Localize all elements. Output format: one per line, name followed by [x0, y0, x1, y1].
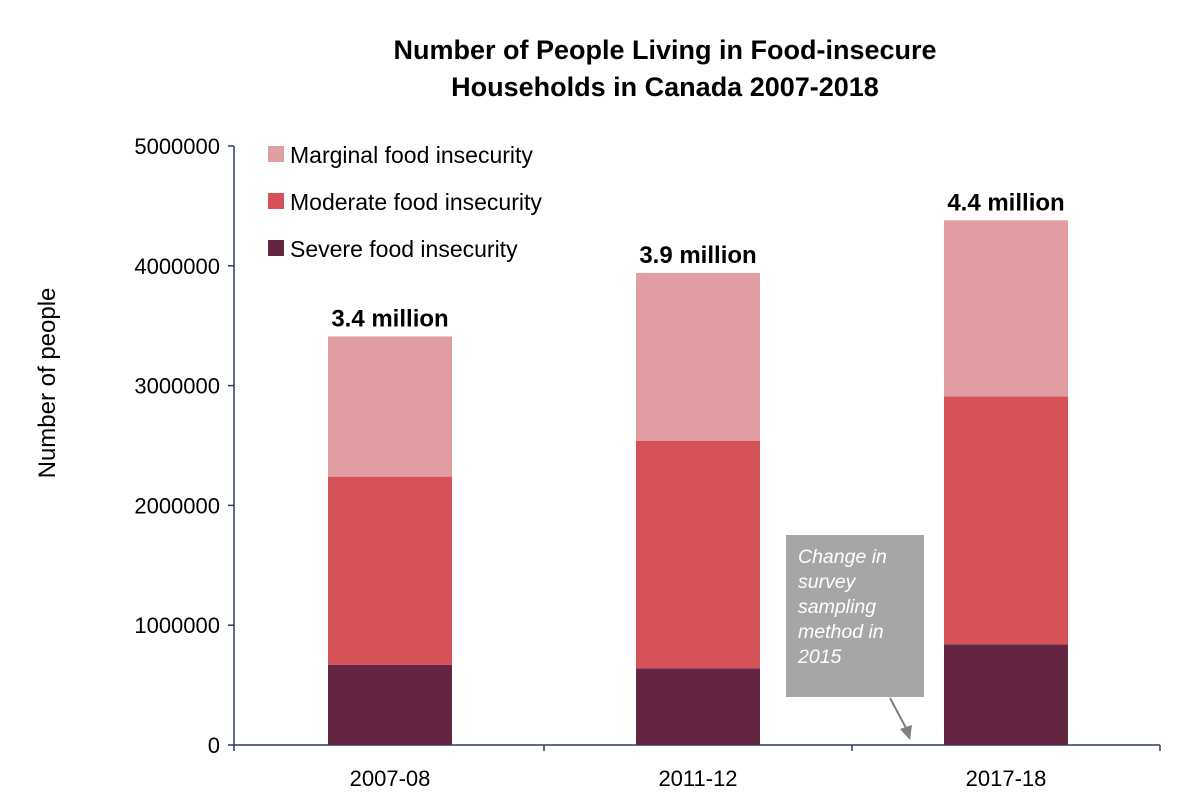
legend-label: Moderate food insecurity: [290, 189, 542, 215]
chart-title: Number of People Living in Food-insecure…: [0, 32, 1192, 106]
bars: [328, 220, 1068, 745]
bar-severe-2011-12: [636, 668, 760, 745]
arrow-line: [889, 697, 907, 729]
annotation-arrow: [889, 697, 912, 740]
y-axis-label: Number of people: [34, 288, 61, 479]
legend-label: Marginal food insecurity: [290, 142, 533, 168]
total-label: 3.9 million: [639, 242, 756, 269]
bar-severe-2007-08: [328, 664, 452, 745]
y-tick-label: 2000000: [134, 493, 220, 518]
legend: Marginal food insecurity Moderate food in…: [268, 142, 542, 262]
bar-severe-2017-18: [944, 644, 1068, 745]
annotation-line: 2015: [798, 646, 842, 668]
chart-title-line-1: Number of People Living in Food-insecure: [393, 35, 937, 65]
total-label: 4.4 million: [947, 189, 1064, 216]
legend-swatch: [268, 240, 284, 256]
legend-label: Severe food insecurity: [290, 236, 518, 262]
x-axis-ticks: 2007-08 2011-12 2017-18: [350, 766, 1047, 791]
total-labels: 3.4 million 3.9 million 4.4 million: [331, 189, 1064, 332]
bar-moderate-2011-12: [636, 440, 760, 669]
legend-swatch: [268, 146, 284, 162]
y-tick-label: 0: [208, 733, 220, 758]
bar-marginal-2017-18: [944, 220, 1068, 397]
legend-swatch: [268, 193, 284, 209]
annotation-line: Change in: [798, 546, 887, 568]
annotation-line: survey: [798, 571, 856, 593]
bar-marginal-2011-12: [636, 272, 760, 441]
y-tick-label: 5000000: [134, 134, 220, 159]
total-label: 3.4 million: [331, 305, 448, 332]
bar-marginal-2007-08: [328, 336, 452, 477]
bar-moderate-2007-08: [328, 476, 452, 665]
x-tick-label: 2011-12: [658, 766, 737, 791]
y-tick-label: 4000000: [134, 254, 220, 279]
x-tick-label: 2007-08: [350, 766, 431, 791]
annotation-line: sampling: [798, 596, 877, 618]
bar-moderate-2017-18: [944, 396, 1068, 645]
y-tick-label: 1000000: [134, 613, 220, 638]
chart-title-line-2: Households in Canada 2007-2018: [451, 72, 879, 102]
y-axis-ticks: 0 1000000 2000000 3000000 4000000 5000000: [134, 134, 234, 758]
x-tick-label: 2017-18: [966, 766, 1047, 791]
y-tick-label: 3000000: [134, 374, 220, 399]
arrow-head: [900, 725, 912, 740]
annotation-line: method in: [798, 621, 884, 643]
annotation-box: Change in survey sampling method in 2015: [786, 535, 924, 697]
